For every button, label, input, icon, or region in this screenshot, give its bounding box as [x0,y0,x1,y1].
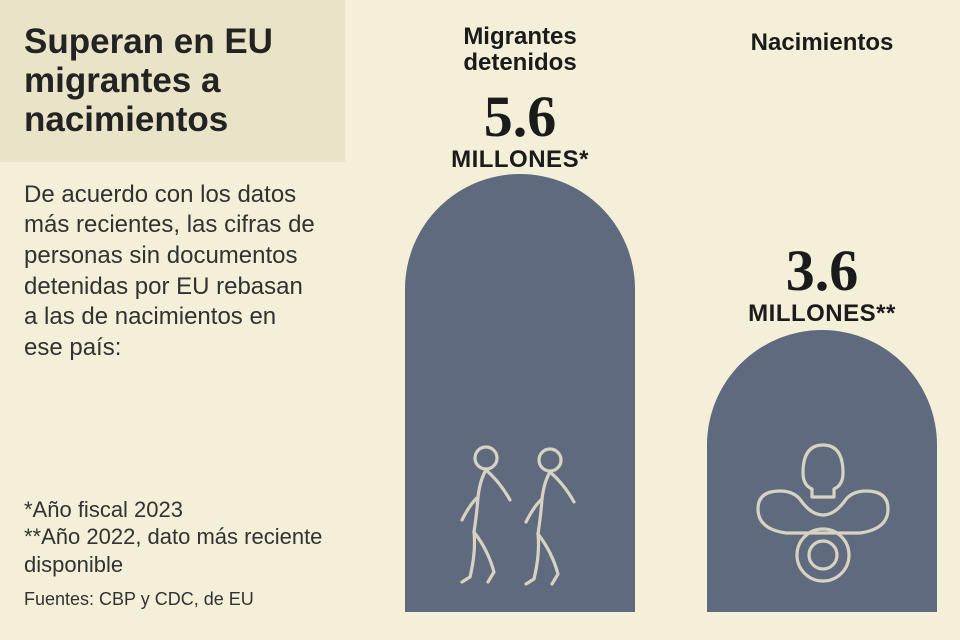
bar-label-births: Nacimientos [707,30,937,56]
migrants-icon [405,442,635,587]
infographic-frame: Superan en EU migrantes a nacimientos De… [0,0,960,640]
left-column: Superan en EU migrantes a nacimientos De… [0,0,345,640]
title-box: Superan en EU migrantes a nacimientos [0,0,345,162]
bar-unit-migrants: MILLONES* [405,146,635,174]
pacifier-icon [707,437,937,587]
chart-area: Migrantes detenidos 5.6 MILLONES* [345,0,960,640]
bar-value-migrants: 5.6 [405,88,635,146]
bar-unit-births: MILLONES** [707,300,937,328]
footnote-1: *Año fiscal 2023 [24,496,345,524]
bar-births [707,330,937,612]
bar-label-migrants: Migrantes detenidos [405,24,635,77]
bar-migrants [405,174,635,612]
bar-value-births: 3.6 [707,242,937,300]
sources-line: Fuentes: CBP y CDC, de EU [24,589,254,610]
footnote-2: **Año 2022, dato más reciente disponible [24,523,345,578]
body-text: De acuerdo con los datos más recientes, … [0,162,345,364]
footnotes: *Año fiscal 2023 **Año 2022, dato más re… [24,496,345,579]
headline: Superan en EU migrantes a nacimientos [24,22,321,140]
